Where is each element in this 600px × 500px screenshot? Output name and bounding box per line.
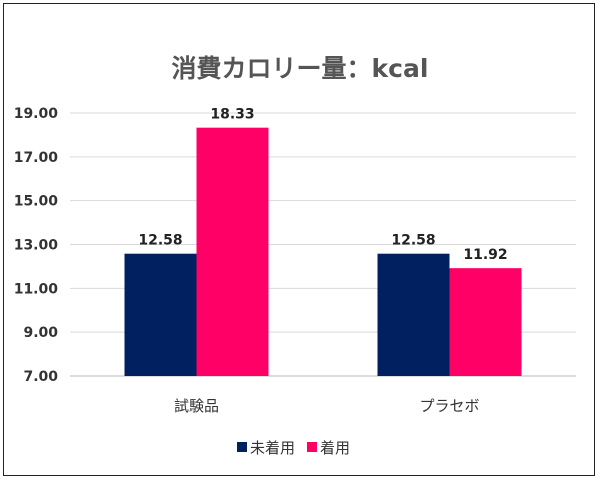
legend-label: 未着用 bbox=[250, 439, 295, 457]
y-tick-label: 7.00 bbox=[23, 369, 58, 385]
data-label: 12.58 bbox=[391, 233, 435, 249]
data-label: 11.92 bbox=[463, 247, 507, 263]
y-tick-label: 11.00 bbox=[14, 281, 59, 297]
y-tick-label: 17.00 bbox=[14, 150, 59, 166]
x-category-label: 試験品 bbox=[174, 397, 219, 415]
chart-title: 消費カロリー量：kcal bbox=[172, 54, 429, 83]
y-tick-label: 9.00 bbox=[23, 325, 58, 341]
y-tick-label: 13.00 bbox=[14, 238, 59, 254]
bar bbox=[377, 253, 450, 376]
legend-label: 着用 bbox=[320, 439, 350, 457]
legend-swatch bbox=[307, 442, 317, 452]
bar bbox=[196, 127, 269, 376]
y-tick-label: 15.00 bbox=[14, 194, 59, 210]
y-tick-label: 19.00 bbox=[14, 106, 59, 122]
x-category-label: プラセボ bbox=[419, 397, 479, 415]
legend-swatch bbox=[237, 442, 247, 452]
bar bbox=[124, 253, 197, 376]
data-label: 12.58 bbox=[138, 233, 182, 249]
bar bbox=[449, 268, 522, 376]
data-label: 18.33 bbox=[210, 107, 254, 123]
chart-frame bbox=[3, 3, 595, 476]
